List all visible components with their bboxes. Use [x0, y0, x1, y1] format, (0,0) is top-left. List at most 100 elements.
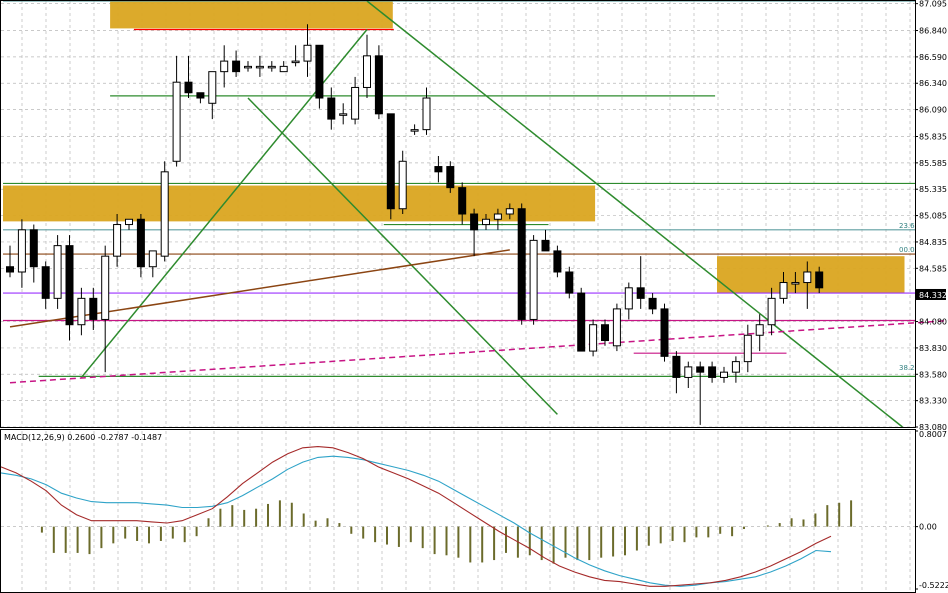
- candle: [244, 61, 252, 72]
- candle-body-bear: [541, 239, 550, 252]
- candle-body-bull: [148, 250, 157, 268]
- candle: [184, 55, 193, 99]
- price-tick-label: 83.330: [919, 397, 947, 406]
- candle-body-bear: [6, 266, 14, 273]
- candle: [767, 287, 776, 336]
- candle: [672, 351, 681, 394]
- candle-body-bull: [339, 113, 348, 116]
- main-panel-border: [0, 0, 916, 428]
- candle: [422, 87, 431, 135]
- candle: [731, 356, 740, 383]
- macd-tick-label: 0.00: [919, 523, 937, 532]
- candle-body-bull: [493, 213, 502, 220]
- candle-body-bull: [529, 239, 538, 320]
- candle-body-bear: [672, 355, 681, 378]
- candle-body-bull: [279, 65, 288, 73]
- candle: [351, 76, 360, 125]
- macd-panel: [0, 446, 853, 587]
- price-tick-label: 84.080: [919, 318, 947, 327]
- candle-body-bull: [791, 282, 800, 285]
- candle-body-bear: [517, 208, 526, 320]
- trend-line: [9, 319, 948, 384]
- price-tick-label: 86.590: [919, 53, 947, 62]
- candle-body-bull: [779, 282, 788, 299]
- price-tick-label: 87.095: [919, 0, 947, 9]
- candle: [17, 219, 26, 288]
- fib-level-label: 23.6: [899, 222, 915, 230]
- candle: [708, 361, 717, 383]
- price-tick-label: 83.830: [919, 344, 947, 353]
- candle: [303, 24, 312, 77]
- candle: [815, 266, 824, 294]
- candle: [517, 203, 526, 325]
- candle-body-bull: [422, 97, 431, 131]
- candle-body-bear: [89, 297, 98, 320]
- trend-line: [366, 0, 903, 428]
- candle-body-bear: [41, 266, 50, 299]
- candle: [6, 245, 14, 278]
- fib-level-label: 00.0: [899, 246, 915, 254]
- price-tick-label: 85.585: [919, 159, 947, 168]
- candle: [541, 229, 550, 252]
- candle: [53, 235, 62, 309]
- candle-body-bear: [601, 324, 609, 342]
- price-tick-label: 83.080: [919, 423, 947, 432]
- candle-body-bear: [327, 97, 336, 120]
- candle-body-bull: [17, 229, 26, 273]
- candle-body-bull: [255, 65, 264, 69]
- supply-demand-zone: [110, 0, 393, 29]
- price-tick-label: 85.335: [919, 185, 947, 194]
- candle-body-bull: [160, 171, 169, 257]
- price-tick-label: 83.580: [919, 370, 947, 379]
- candle-body-bull: [363, 55, 371, 88]
- candle: [279, 61, 288, 73]
- candle: [458, 182, 467, 225]
- price-tick-label: 84.585: [919, 264, 947, 273]
- candle: [315, 44, 324, 109]
- candle-body-bull: [720, 371, 728, 378]
- candle: [339, 103, 348, 125]
- candle-body-bull: [220, 60, 229, 73]
- price-tick-label: 84.835: [919, 238, 947, 247]
- candle: [612, 303, 621, 352]
- candle-body-bear: [553, 250, 562, 273]
- candle-body-bull: [244, 65, 252, 69]
- candle-body-bull: [172, 81, 181, 162]
- candle-body-bull: [77, 297, 86, 326]
- candle: [101, 245, 110, 373]
- candle: [196, 92, 205, 104]
- candle: [160, 161, 169, 262]
- candle-body-bear: [232, 60, 241, 73]
- candle-body-bull: [767, 297, 776, 326]
- candle: [327, 87, 336, 130]
- candle: [803, 261, 812, 309]
- candle-body-bear: [577, 292, 586, 352]
- candle-body-bear: [184, 81, 193, 94]
- candle: [529, 235, 538, 325]
- candle-body-bull: [291, 60, 300, 64]
- candle: [779, 271, 788, 304]
- candle-body-bear: [315, 44, 324, 99]
- candle: [505, 203, 514, 220]
- candle: [434, 156, 443, 183]
- current-price-label: 84.332: [919, 291, 947, 300]
- candle: [565, 266, 574, 299]
- candle-body-bear: [136, 218, 145, 268]
- candle-body-bull: [589, 324, 598, 352]
- macd-main-line: [0, 446, 832, 587]
- candle: [363, 34, 371, 99]
- candle-body-bear: [65, 245, 74, 326]
- candle: [208, 71, 217, 120]
- candle: [398, 150, 407, 214]
- candle: [386, 113, 395, 220]
- price-tick-label: 86.090: [919, 106, 947, 115]
- candle-body-bull: [803, 271, 812, 284]
- candle: [446, 161, 455, 193]
- candle-body-bull: [505, 208, 514, 215]
- candle-body-bull: [398, 160, 407, 210]
- candle: [696, 361, 705, 425]
- candle: [267, 61, 276, 72]
- candle-body-bear: [196, 92, 205, 99]
